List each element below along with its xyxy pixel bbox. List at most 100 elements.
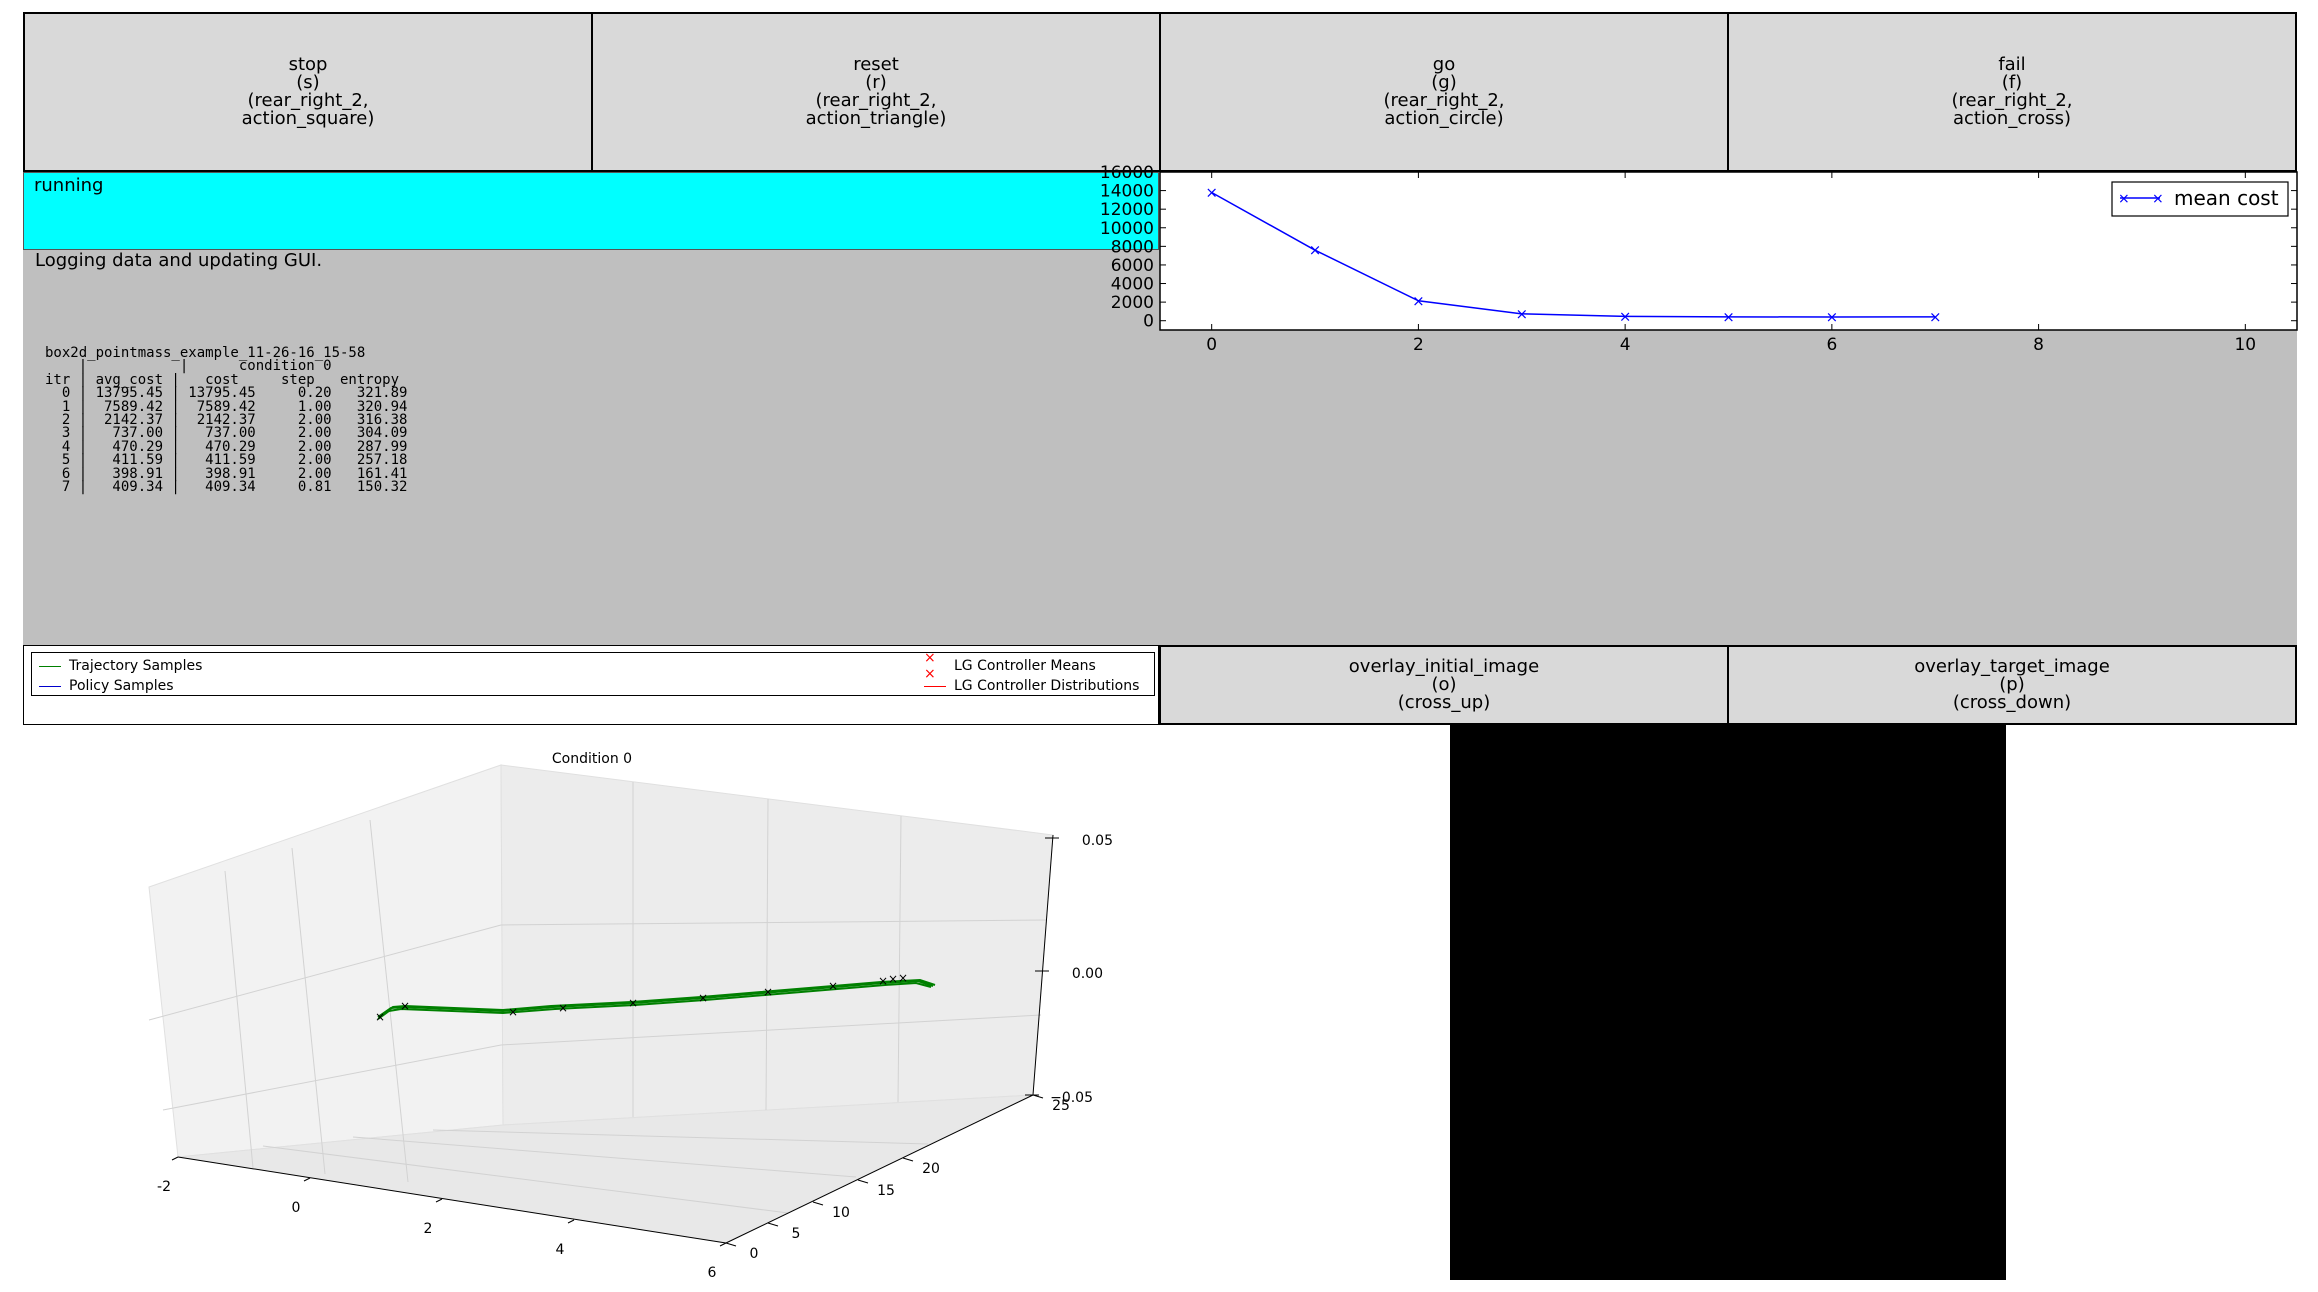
mean-cost-line [1211,191,1936,318]
status-text: running [34,175,104,196]
y-tick-label: 2000 [1111,293,1154,313]
plot-3d-title: Condition 0 [552,751,632,767]
y-tick-label: 0 [1143,312,1154,332]
cross-marker-icon: × × [924,650,936,682]
data-point-marker: × [1619,307,1632,325]
y-tick [902,1157,914,1162]
x-tick-label: 0 [1206,335,1217,355]
x-tick [171,1156,179,1161]
controller-mean-marker: × [898,971,908,985]
image-visualizer [1450,725,2006,1280]
x-tick [567,1219,575,1224]
overlay-initial-label: overlay_initial_image (o) (cross_up) [1348,656,1540,713]
y-tick-label: 10 [832,1205,850,1221]
controller-mean-marker: × [698,991,708,1005]
y-tick-label: 16000 [1100,163,1154,183]
x-tick-label: 6 [1826,335,1837,355]
x-tick-label: -2 [157,1179,171,1195]
z-tick-label: −0.05 [1050,1090,1093,1106]
controller-mean-marker: × [400,999,410,1013]
legend-panel: Trajectory Samples Policy Samples × × LG… [23,645,1159,725]
y-tick [812,1201,824,1206]
y-tick-label: 12000 [1100,200,1154,220]
go-button[interactable]: go (g) (rear_right_2, action_circle) [1159,12,1729,172]
cost-plot-legend: × × mean cost [2111,181,2289,217]
overlay-target-label: overlay_target_image (p) (cross_down) [1914,656,2110,713]
action-output-text: Logging data and updating GUI. [35,250,323,271]
go-button-label: go (g) (rear_right_2, action_circle) [1383,54,1505,129]
data-point-marker: × [1826,308,1839,326]
controller-mean-marker: × [878,974,888,988]
trajectory-line-icon [39,665,61,667]
fail-button[interactable]: fail (f) (rear_right_2, action_cross) [1727,12,2297,172]
data-point-marker: × [1412,292,1425,310]
controller-mean-marker: × [375,1010,385,1024]
pane-left [148,764,504,1158]
x-tick-label: 0 [292,1200,301,1216]
y-tick-label: 4000 [1111,275,1154,295]
trajectory-3d-plot: Condition 0 -2 0 2 4 6 0 5 10 15 20 25 0.05 0.00 −0… [148,751,1113,1281]
reset-button[interactable]: reset (r) (rear_right_2, action_triangle… [591,12,1161,172]
controller-mean-marker: × [558,1001,568,1015]
x-tick-label: 2 [424,1221,433,1237]
data-point-marker: × [1205,183,1218,201]
y-tick-label: 14000 [1100,182,1154,202]
controller-mean-marker: × [628,996,638,1010]
pane-back [500,764,1054,1126]
y-tick [767,1222,779,1227]
x-tick-label: 8 [2033,335,2044,355]
stop-button[interactable]: stop (s) (rear_right_2, action_square) [23,12,593,172]
overlay-target-image-button[interactable]: overlay_target_image (p) (cross_down) [1727,645,2297,725]
y-tick-label: 0 [750,1246,759,1262]
legend-distributions: LG Controller Distributions [924,677,1139,695]
controller-mean-marker: × [763,985,773,999]
x-tick [303,1177,311,1182]
legend-means-label: LG Controller Means [954,658,1096,674]
legend-box [31,652,1155,696]
legend-policy: Policy Samples [39,677,174,695]
y-axis-3d [725,1094,1034,1244]
x-tick [719,1242,727,1247]
y-tick-label: 20 [922,1161,940,1177]
x-tick-label: 4 [556,1242,565,1258]
data-point-marker: × [1309,241,1322,259]
data-point-marker: × [1929,308,1942,326]
x-tick-label: 4 [1620,335,1631,355]
overlay-initial-image-button[interactable]: overlay_initial_image (o) (cross_up) [1159,645,1729,725]
policy-line-icon [39,685,61,687]
controller-mean-marker: × [508,1005,518,1019]
controller-mean-marker: × [828,979,838,993]
data-point-marker: × [1722,308,1735,326]
reset-button-label: reset (r) (rear_right_2, action_triangle… [805,54,947,129]
y-tick-label: 5 [792,1226,801,1242]
stop-button-label: stop (s) (rear_right_2, action_square) [241,54,375,129]
legend-trajectory-label: Trajectory Samples [69,658,203,674]
legend-policy-label: Policy Samples [69,678,174,694]
z-tick-label: 0.05 [1082,833,1113,849]
distribution-line-icon [924,685,946,687]
controller-mean-marker: × [888,972,898,986]
y-tick [857,1179,869,1184]
z-axis-3d [1032,834,1054,1096]
fail-button-label: fail (f) (rear_right_2, action_cross) [1951,54,2073,129]
svg-text:×: × [2152,191,2164,207]
x-tick [435,1198,443,1203]
x-tick-label: 2 [1413,335,1424,355]
cost-plot-frame [1159,171,2298,331]
y-tick-label: 15 [877,1183,895,1199]
status-bar: running [23,172,1159,250]
y-tick-label: 6000 [1111,256,1154,276]
y-tick-label: 8000 [1111,237,1154,257]
x-axis-3d [177,1156,727,1244]
y-tick-label: 25 [1052,1098,1070,1114]
svg-text:×: × [2118,191,2130,207]
y-tick-label: 10000 [1100,219,1154,239]
legend-means: × × LG Controller Means [924,650,1096,682]
legend-distributions-label: LG Controller Distributions [954,678,1140,694]
legend-trajectory: Trajectory Samples [39,657,202,675]
y-tick [725,1242,737,1247]
cost-legend-label: mean cost [2174,186,2279,210]
iteration-log: box2d_pointmass_example_11-26-16_15-58 |… [45,345,408,496]
data-point-marker: × [1515,305,1528,323]
z-tick-label: 0.00 [1072,966,1103,982]
